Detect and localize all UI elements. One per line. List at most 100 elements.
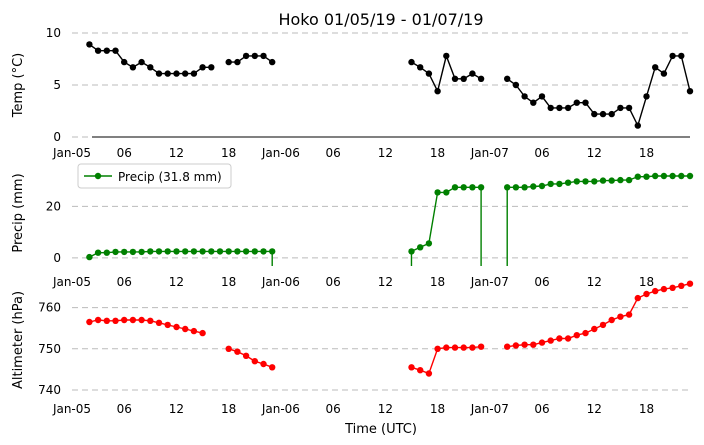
temp-data-point xyxy=(521,93,528,100)
precip-data-point xyxy=(530,183,537,190)
altimeter-x-tick-label: 12 xyxy=(587,402,602,416)
precip-data-point xyxy=(103,249,111,256)
temp-x-tick-label: Jan-05 xyxy=(52,146,91,160)
altimeter-data-point xyxy=(669,284,676,291)
altimeter-data-point xyxy=(582,329,589,337)
altimeter-data-point xyxy=(660,285,668,293)
temp-data-point xyxy=(643,93,650,100)
temp-y-tick-label: 10 xyxy=(46,26,61,40)
panel-temp: Temp (°C) 0 5 10 Jan-05 06 12 18 Jan-06 06 12 18 Ja… xyxy=(11,26,694,160)
altimeter-data-point xyxy=(686,280,694,287)
temp-data-point xyxy=(147,64,154,71)
altimeter-y-tick-label: 760 xyxy=(38,301,61,315)
altimeter-data-point xyxy=(121,316,128,324)
precip-data-point xyxy=(182,248,189,255)
precip-x-tick-label: Jan-06 xyxy=(261,275,300,289)
temp-data-point xyxy=(504,75,511,83)
temp-data-point xyxy=(129,64,137,71)
temp-data-point xyxy=(138,58,145,66)
altimeter-x-tick-label: 12 xyxy=(378,402,393,416)
temp-data-point xyxy=(512,81,520,89)
legend-label: Precip (31.8 mm) xyxy=(118,170,222,184)
altimeter-data-point xyxy=(190,327,198,335)
temp-data-point xyxy=(190,70,198,77)
panel-precip: Precip (mm) 0 20 Jan-05 06 12 18 Jan-06 06 12 18 J… xyxy=(11,163,694,289)
altimeter-data-point xyxy=(547,337,554,344)
precip-data-point xyxy=(556,180,563,188)
temp-data-point xyxy=(573,99,580,106)
altimeter-data-point xyxy=(460,344,467,351)
precip-data-point xyxy=(208,248,215,255)
precip-x-tick-label: 18 xyxy=(430,275,445,289)
precip-data-point xyxy=(129,248,137,256)
altimeter-data-point xyxy=(173,323,180,331)
altimeter-data-point xyxy=(260,360,267,368)
legend-marker xyxy=(94,172,102,180)
altimeter-data-point xyxy=(408,364,415,371)
altimeter-x-tick-label: 18 xyxy=(221,402,236,416)
altimeter-data-point xyxy=(269,364,276,371)
temp-data-point xyxy=(460,75,467,83)
precip-x-tick-label: 06 xyxy=(325,275,340,289)
precip-data-point xyxy=(469,184,476,191)
precip-x-tick-label: 18 xyxy=(221,275,236,289)
x-axis-label: Time (UTC) xyxy=(344,422,417,437)
altimeter-series-line xyxy=(507,283,691,348)
precip-data-point xyxy=(608,177,615,184)
precip-data-point xyxy=(147,248,154,255)
precip-data-point xyxy=(225,248,232,255)
altimeter-data-point xyxy=(591,325,598,333)
temp-data-point xyxy=(582,99,589,106)
altimeter-data-point xyxy=(504,343,511,350)
altimeter-data-point xyxy=(469,344,476,351)
precip-series-line xyxy=(89,250,273,258)
temp-x-tick-label: 06 xyxy=(325,146,340,160)
precip-data-point xyxy=(417,244,424,251)
temp-data-point xyxy=(617,104,624,112)
temp-data-point xyxy=(251,52,258,60)
temp-data-point xyxy=(182,70,189,77)
precip-data-point xyxy=(138,248,145,256)
precip-data-point xyxy=(634,173,641,180)
altimeter-data-point xyxy=(599,321,607,329)
altimeter-x-tick-label: Jan-05 xyxy=(52,402,91,416)
precip-data-point xyxy=(112,248,119,256)
precip-x-tick-label: Jan-05 xyxy=(52,275,91,289)
precip-data-point xyxy=(164,248,171,255)
altimeter-y-tick-label: 740 xyxy=(38,383,61,397)
altimeter-data-point xyxy=(530,341,537,348)
temp-data-point xyxy=(538,93,546,100)
temp-data-point xyxy=(164,70,171,77)
precip-data-point xyxy=(660,172,668,180)
altimeter-x-tick-label: 06 xyxy=(534,402,549,416)
temp-data-point xyxy=(669,52,676,60)
precip-data-point xyxy=(269,248,276,255)
altimeter-data-point xyxy=(199,329,206,337)
precip-data-point xyxy=(260,248,267,255)
temp-data-point xyxy=(434,88,441,95)
precip-data-point xyxy=(678,172,685,180)
altimeter-data-point xyxy=(86,318,93,326)
altimeter-y-tick-label: 750 xyxy=(38,342,61,356)
altimeter-data-point xyxy=(155,319,163,326)
altimeter-data-point xyxy=(643,290,650,298)
temp-data-point xyxy=(425,70,433,77)
precip-data-point xyxy=(234,248,241,255)
temp-data-point xyxy=(208,64,215,71)
temp-x-tick-label: Jan-07 xyxy=(470,146,509,160)
altimeter-x-tick-label: 06 xyxy=(325,402,340,416)
temp-data-point xyxy=(477,75,485,83)
altimeter-x-tick-label: 06 xyxy=(117,402,132,416)
temp-data-point xyxy=(678,52,685,60)
temp-data-point xyxy=(625,104,633,112)
precip-data-point xyxy=(451,184,459,191)
precip-data-point xyxy=(199,248,206,255)
temp-data-point xyxy=(242,52,250,60)
temp-series-line xyxy=(506,55,691,128)
precip-y-tick-label: 0 xyxy=(53,251,61,265)
temp-data-point xyxy=(103,47,111,54)
precip-x-tick-label: 12 xyxy=(587,275,602,289)
temp-data-point xyxy=(121,58,128,66)
temp-x-tick-label: 18 xyxy=(430,146,445,160)
